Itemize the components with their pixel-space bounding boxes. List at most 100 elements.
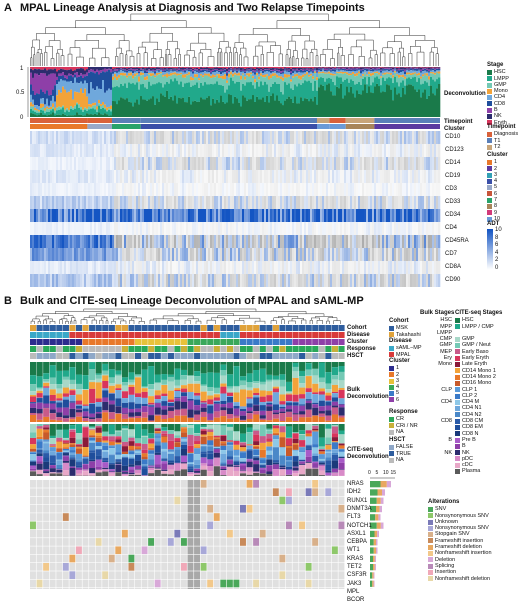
heatmap-cell bbox=[276, 222, 278, 235]
deconvolution-segment bbox=[422, 71, 424, 74]
deconvolution-segment bbox=[360, 76, 362, 77]
deconvolution-segment bbox=[296, 69, 298, 70]
heatmap-cell bbox=[370, 144, 372, 157]
bulk-segment bbox=[83, 362, 89, 375]
heatmap-cell bbox=[312, 209, 314, 222]
deconvolution-segment bbox=[420, 79, 422, 85]
dendrogram-branch bbox=[92, 48, 105, 58]
deconvolution-segment bbox=[264, 75, 266, 78]
heatmap-cell bbox=[334, 144, 336, 157]
deconvolution-segment bbox=[70, 115, 72, 117]
deconvolution-segment bbox=[158, 68, 160, 70]
heatmap-cell bbox=[154, 144, 156, 157]
heatmap-cell bbox=[200, 157, 202, 170]
deconvolution-segment bbox=[288, 83, 290, 96]
deconvolution-segment bbox=[320, 77, 322, 84]
deconvolution-segment bbox=[326, 71, 328, 72]
heatmap-cell bbox=[392, 248, 394, 261]
deconvolution-segment bbox=[116, 69, 118, 71]
bulk-segment bbox=[122, 386, 128, 392]
deconvolution-segment bbox=[422, 68, 424, 69]
dendrogram-branch bbox=[51, 58, 54, 66]
heatmap-cell bbox=[176, 196, 178, 209]
heatmap-cell bbox=[240, 131, 242, 144]
deconvolution-segment bbox=[70, 75, 72, 81]
heatmap-cell bbox=[42, 144, 44, 157]
heatmap-cell bbox=[200, 261, 202, 274]
deconvolution-segment bbox=[326, 73, 328, 74]
deconvolution-segment bbox=[402, 71, 404, 74]
dendrogram-branch bbox=[306, 59, 308, 66]
deconvolution-segment bbox=[82, 69, 84, 75]
heatmap-cell bbox=[108, 235, 110, 248]
heatmap-cell bbox=[424, 170, 426, 183]
deconvolution-segment bbox=[292, 78, 294, 90]
heatmap-cell bbox=[108, 170, 110, 183]
heatmap-cell bbox=[300, 183, 302, 196]
deconvolution-segment bbox=[128, 102, 130, 117]
deconvolution-segment bbox=[192, 69, 194, 70]
heatmap-cell bbox=[82, 131, 84, 144]
heatmap-cell bbox=[126, 235, 128, 248]
deconvolution-segment bbox=[210, 76, 212, 78]
bulk-segment bbox=[128, 385, 134, 387]
heatmap-cell bbox=[30, 274, 32, 287]
heatmap-cell bbox=[394, 235, 396, 248]
heatmap-cell bbox=[410, 183, 412, 196]
heatmap-cell bbox=[162, 274, 164, 287]
deconvolution-segment bbox=[222, 67, 224, 68]
heatmap-cell bbox=[276, 235, 278, 248]
heatmap-cell bbox=[254, 274, 256, 287]
deconvolution-segment bbox=[438, 67, 440, 68]
deconvolution-segment bbox=[136, 70, 138, 71]
deconvolution-segment bbox=[66, 67, 68, 70]
deconvolution-segment bbox=[248, 82, 250, 99]
heatmap-cell bbox=[148, 144, 150, 157]
deconvolution-segment bbox=[142, 73, 144, 75]
deconvolution-segment bbox=[312, 67, 314, 69]
heatmap-cell bbox=[332, 170, 334, 183]
heatmap-cell bbox=[420, 170, 422, 183]
heatmap-cell bbox=[122, 209, 124, 222]
heatmap-cell bbox=[212, 196, 214, 209]
deconvolution-segment bbox=[354, 76, 356, 84]
deconvolution-segment bbox=[162, 77, 164, 88]
heatmap-cell bbox=[56, 261, 58, 274]
deconvolution-segment bbox=[186, 68, 188, 69]
heatmap-cell bbox=[44, 144, 46, 157]
heatmap-cell bbox=[198, 170, 200, 183]
heatmap-cell bbox=[374, 261, 376, 274]
heatmap-cell bbox=[290, 261, 292, 274]
heatmap-cell bbox=[196, 131, 198, 144]
colorbar-step bbox=[487, 253, 493, 254]
response-cell bbox=[43, 346, 49, 352]
deconvolution-segment bbox=[356, 68, 358, 69]
heatmap-cell bbox=[30, 261, 32, 274]
deconvolution-segment bbox=[300, 80, 302, 85]
deconvolution-segment bbox=[172, 70, 174, 71]
deconvolution-segment bbox=[186, 69, 188, 70]
heatmap-cell bbox=[142, 261, 144, 274]
heatmap-cell bbox=[406, 222, 408, 235]
deconvolution-segment bbox=[428, 80, 430, 86]
heatmap-cell bbox=[272, 183, 274, 196]
heatmap-cell bbox=[250, 170, 252, 183]
heatmap-cell bbox=[326, 183, 328, 196]
heatmap-cell bbox=[408, 183, 410, 196]
heatmap-cell bbox=[340, 274, 342, 287]
bulk-segment bbox=[37, 362, 43, 376]
heatmap-cell bbox=[426, 222, 428, 235]
deconvolution-segment bbox=[162, 68, 164, 69]
deconvolution-segment bbox=[176, 73, 178, 75]
deconvolution-segment bbox=[188, 75, 190, 83]
heatmap-cell bbox=[80, 170, 82, 183]
hsct-cell bbox=[76, 353, 82, 359]
heatmap-cell bbox=[184, 222, 186, 235]
deconvolution-segment bbox=[310, 74, 312, 76]
deconvolution-segment bbox=[428, 86, 430, 96]
bulk-segment bbox=[30, 413, 36, 415]
deconvolution-segment bbox=[46, 115, 48, 117]
deconvolution-segment bbox=[78, 93, 80, 105]
heatmap-cell bbox=[370, 274, 372, 287]
bulk-segment bbox=[83, 409, 89, 412]
